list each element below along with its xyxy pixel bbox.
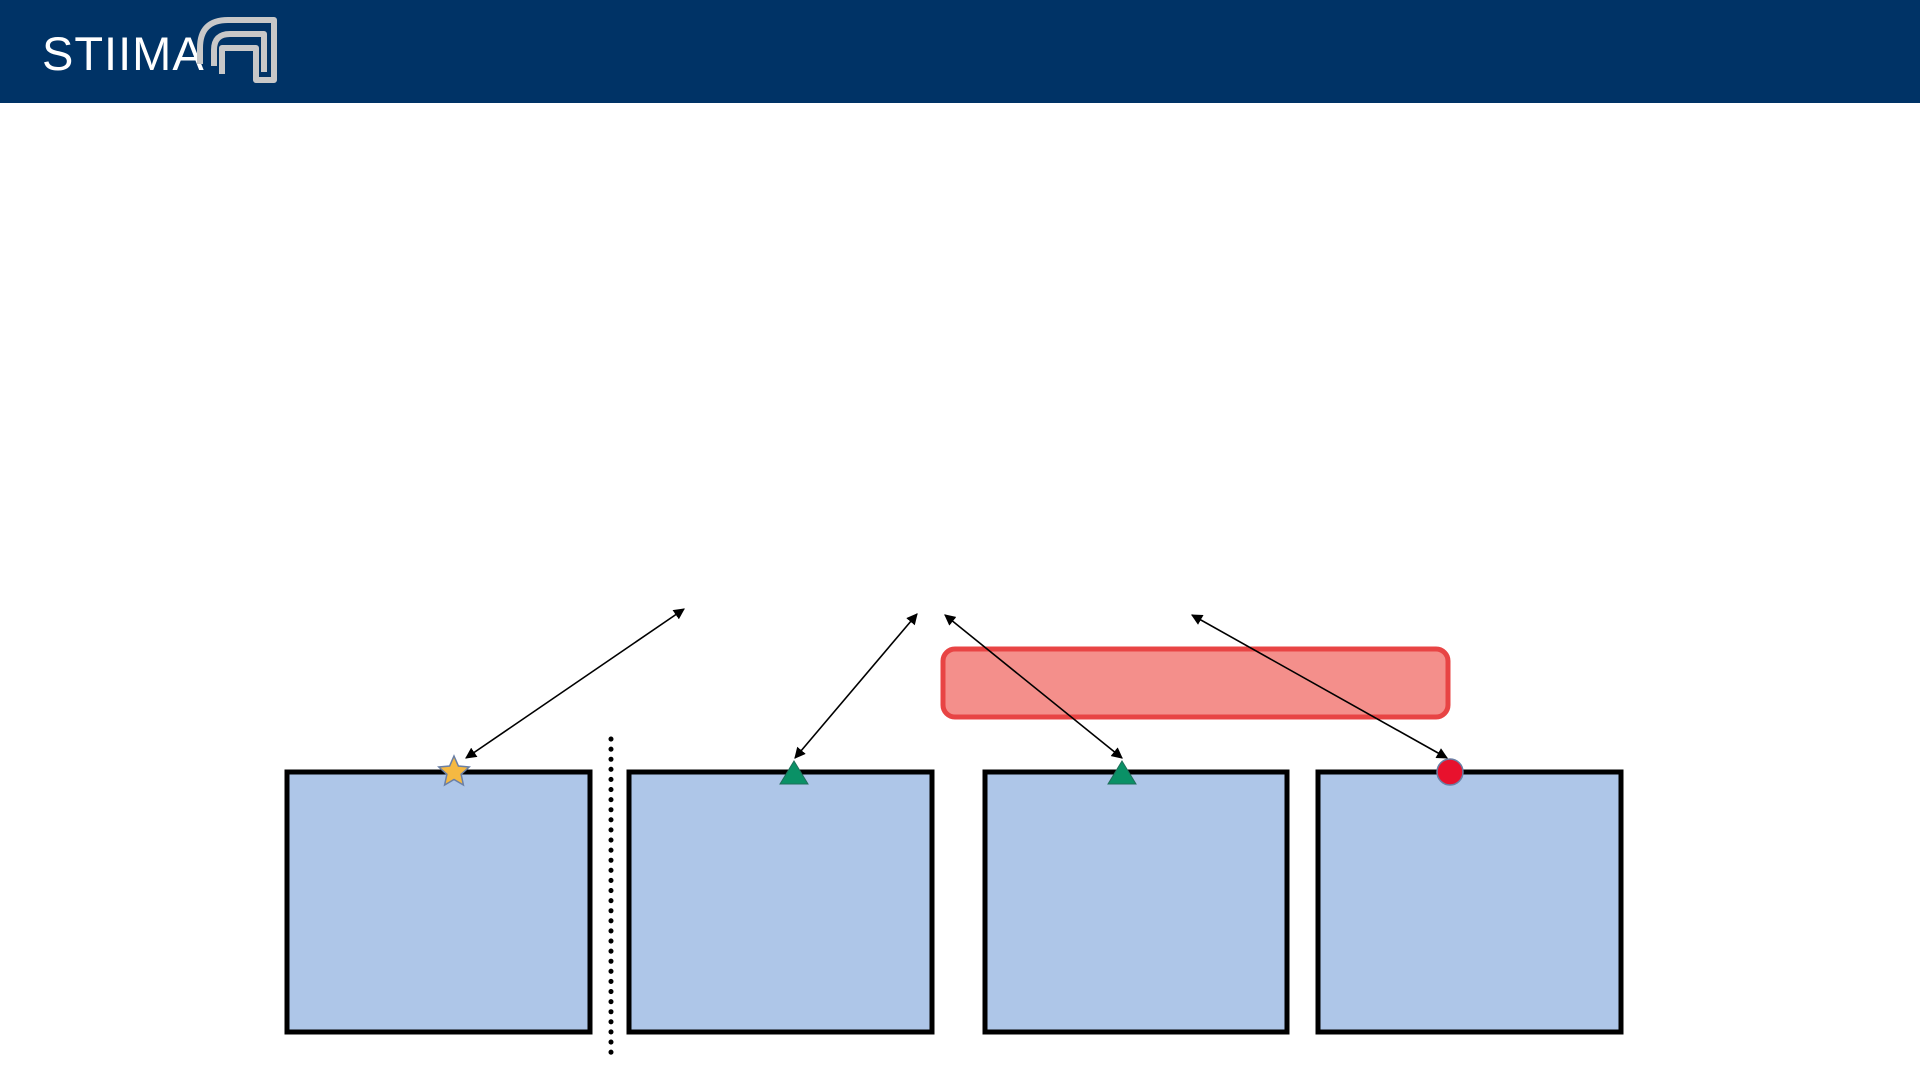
box-3 (982, 769, 1290, 1035)
arrow-2 (794, 613, 918, 759)
arrow-3 (944, 614, 1123, 759)
circle-marker-icon (1436, 758, 1464, 786)
header-bar: STIIMA (0, 0, 1920, 103)
logo-text: STIIMA (42, 27, 205, 80)
arrow-4 (1191, 614, 1448, 759)
star-marker-icon (437, 754, 471, 787)
arrow-1 (465, 608, 685, 759)
box-4 (1315, 769, 1624, 1035)
box-1 (284, 769, 593, 1035)
box-2 (626, 769, 935, 1035)
triangle-marker-icon (1107, 760, 1137, 785)
logo-mark-icon (197, 17, 277, 83)
highlight-box (940, 646, 1451, 720)
triangle-marker-icon (779, 760, 809, 785)
